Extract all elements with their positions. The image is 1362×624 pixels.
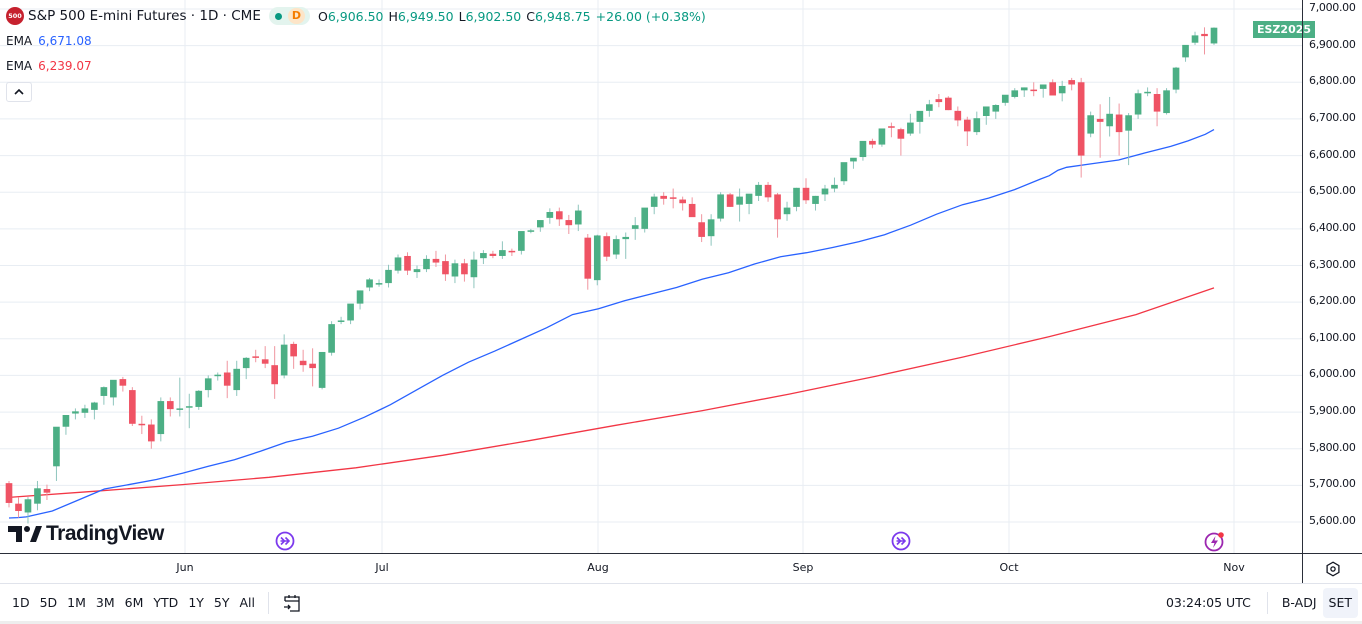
- price-tick-label: 5,900.00: [1309, 404, 1356, 418]
- price-tick-label: 5,800.00: [1309, 440, 1356, 454]
- indicator-ema-slow[interactable]: EMA 6,239.07: [6, 57, 711, 75]
- tradingview-mark-icon: [8, 526, 42, 542]
- time-tick-label: Jun: [176, 561, 194, 574]
- candlestick-series: [5, 27, 1218, 524]
- price-tick-label: 5,600.00: [1309, 514, 1356, 527]
- chart-pane[interactable]: 500 S&P 500 E-mini Futures · 1D · CME D …: [0, 0, 1316, 553]
- time-axis[interactable]: Jun Jul Aug Sep Oct Nov: [0, 553, 1302, 583]
- close-label: C: [526, 8, 535, 24]
- indicator-name: EMA: [6, 34, 33, 48]
- range-5y-button[interactable]: 5Y: [213, 594, 230, 610]
- price-tick-label: 6,300.00: [1309, 257, 1356, 271]
- date-range-selector: 1D 5D 1M 3M 6M YTD 1Y 5Y All: [7, 590, 307, 616]
- close-value: 6,948.75: [534, 8, 591, 24]
- range-6m-button[interactable]: 6M: [124, 594, 144, 610]
- range-1d-button[interactable]: 1D: [12, 594, 30, 610]
- arrow-event-icon[interactable]: [891, 531, 911, 551]
- market-open-dot-icon: [274, 12, 282, 20]
- bottom-strip: [0, 621, 1362, 624]
- change-value: +26.00 (+0.38%): [595, 8, 706, 24]
- market-status-pill[interactable]: D: [268, 7, 310, 25]
- gear-icon: [1325, 560, 1340, 577]
- last-price-ticker-badge: ESZ2025: [1253, 21, 1316, 38]
- utc-clock[interactable]: 03:24:05 UTC: [1165, 595, 1251, 610]
- open-label: O: [318, 8, 328, 24]
- indicator-value: 6,671.08: [38, 34, 92, 48]
- range-1m-button[interactable]: 1M: [67, 594, 86, 610]
- go-to-date-button[interactable]: [277, 590, 307, 616]
- session-toggle[interactable]: SET: [1322, 587, 1358, 618]
- time-tick-label: Aug: [587, 561, 609, 574]
- price-tick-label: 6,200.00: [1309, 294, 1356, 308]
- range-3m-button[interactable]: 3M: [95, 594, 115, 610]
- price-axis[interactable]: 7,000.00 6,900.00 6,800.00 6,700.00 6,600.00…: [1302, 0, 1362, 553]
- price-tick-label: 6,400.00: [1309, 220, 1356, 234]
- tradingview-wordmark: TradingView: [46, 522, 164, 545]
- price-tick-label: 6,000.00: [1309, 367, 1356, 381]
- time-tick-label: Sep: [792, 561, 814, 574]
- price-tick-label: 6,800.00: [1309, 74, 1356, 88]
- range-1y-button[interactable]: 1Y: [188, 594, 204, 610]
- toolbar-divider: [268, 591, 269, 614]
- ema-fast-line: [8, 129, 1215, 519]
- range-5d-button[interactable]: 5D: [39, 594, 58, 610]
- symbol-title[interactable]: S&P 500 E-mini Futures · 1D · CME: [28, 8, 261, 24]
- high-value: 6,949.50: [397, 8, 454, 24]
- time-tick-label: Oct: [999, 561, 1019, 574]
- calendar-goto-icon: [284, 594, 300, 612]
- arrow-event-icon[interactable]: [275, 531, 295, 551]
- ema-slow-line: [8, 287, 1215, 499]
- price-tick-label: 6,900.00: [1309, 37, 1356, 51]
- chart-legend: 500 S&P 500 E-mini Futures · 1D · CME D …: [6, 7, 711, 102]
- low-value: 6,902.50: [465, 8, 522, 24]
- price-tick-label: 7,000.00: [1309, 1, 1356, 14]
- high-label: H: [388, 8, 398, 24]
- indicator-value: 6,239.07: [38, 59, 92, 73]
- price-tick-label: 6,700.00: [1309, 110, 1356, 124]
- lightning-event-icon[interactable]: [1204, 531, 1224, 552]
- tradingview-logo[interactable]: TradingView: [8, 522, 164, 546]
- toolbar-divider: [1266, 591, 1268, 614]
- symbol-header: 500 S&P 500 E-mini Futures · 1D · CME D …: [6, 7, 711, 25]
- chevron-up-icon: [14, 89, 24, 95]
- range-ytd-button[interactable]: YTD: [153, 594, 179, 610]
- indicator-ema-fast[interactable]: EMA 6,671.08: [6, 32, 711, 50]
- chart-settings-button[interactable]: [1302, 553, 1362, 583]
- delayed-badge: D: [287, 8, 305, 24]
- price-tick-label: 6,500.00: [1309, 184, 1356, 198]
- collapse-legend-button[interactable]: [6, 82, 32, 102]
- toolbar-right: 03:24:05 UTC B-ADJ SET: [1158, 584, 1362, 621]
- back-adjustment-toggle[interactable]: B-ADJ: [1281, 594, 1317, 610]
- low-label: L: [458, 8, 466, 24]
- open-value: 6,906.50: [327, 8, 384, 24]
- bottom-toolbar: 1D 5D 1M 3M 6M YTD 1Y 5Y All 03:24:05 UT…: [0, 583, 1362, 621]
- time-tick-label: Nov: [1223, 561, 1245, 574]
- price-tick-label: 5,700.00: [1309, 477, 1356, 491]
- symbol-logo-icon: 500: [6, 7, 24, 25]
- indicator-name: EMA: [6, 59, 33, 73]
- range-all-button[interactable]: All: [239, 594, 256, 610]
- price-chart[interactable]: [0, 0, 1302, 553]
- time-tick-label: Jul: [375, 561, 389, 574]
- price-tick-label: 6,100.00: [1309, 330, 1356, 344]
- price-tick-label: 6,600.00: [1309, 147, 1356, 161]
